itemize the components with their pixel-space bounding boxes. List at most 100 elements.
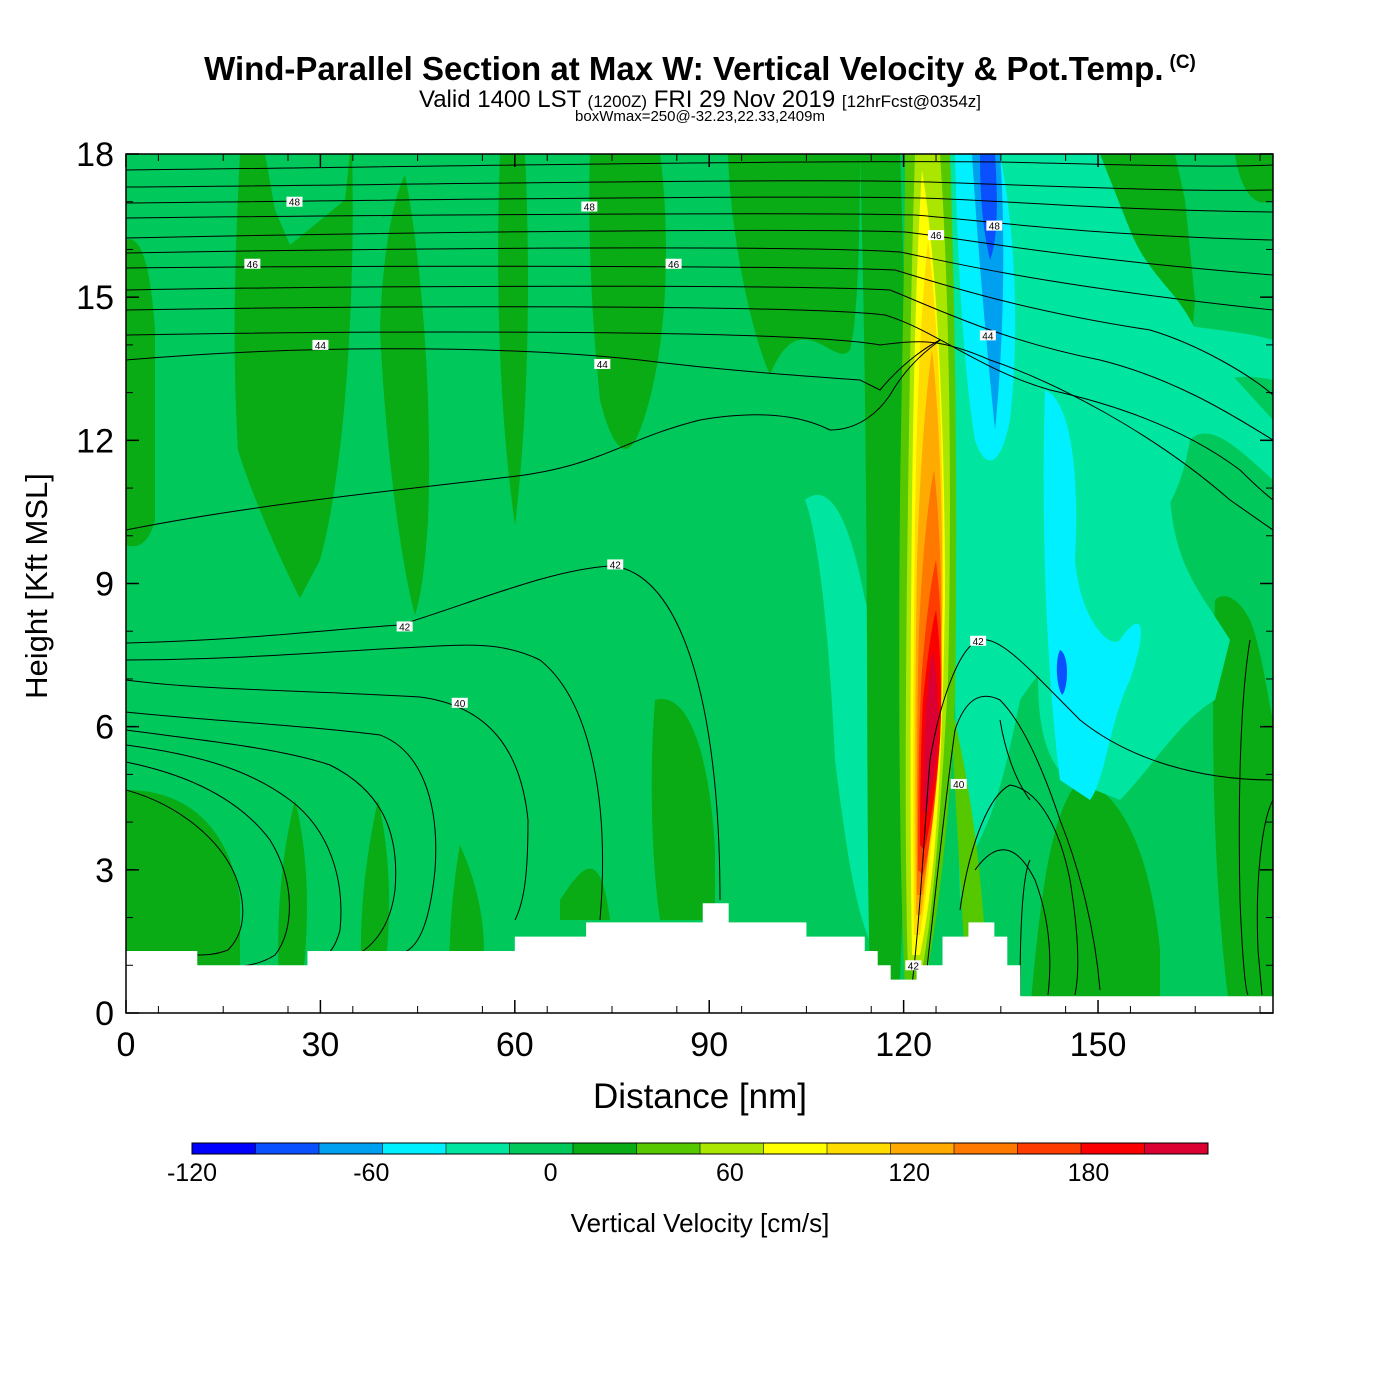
- contour-label-bg: [312, 339, 329, 350]
- colorbar-swatch: [1081, 1143, 1145, 1154]
- contour-label-bg: [905, 960, 922, 971]
- contour-label-bg: [665, 258, 682, 269]
- updraft-band: [1030, 780, 1160, 1013]
- chart-title: Wind-Parallel Section at Max W: Vertical…: [0, 50, 1400, 88]
- contour-label-text: 44: [315, 341, 327, 352]
- x-axis-label: Distance [nm]: [593, 1077, 807, 1116]
- contour-label-text: 48: [289, 198, 301, 209]
- contour-label-text: 48: [989, 222, 1001, 233]
- theta-contour-line: [1238, 639, 1251, 996]
- contour-label: 44: [312, 339, 329, 352]
- y-tick-label: 12: [76, 422, 114, 460]
- y-axis: 0 3 6 9 12 15 18: [76, 136, 1273, 1033]
- contour-label-text: 42: [610, 560, 622, 571]
- terrain: [126, 903, 1273, 1013]
- contour-label: 46: [928, 230, 945, 242]
- colorbar-tick-label: 0: [544, 1159, 558, 1187]
- velocity-field: [126, 154, 1273, 1013]
- x-tick-label: 60: [496, 1026, 534, 1064]
- chart-subtitle: Valid 1400 LST (1200Z) FRI 29 Nov 2019 […: [0, 86, 1400, 114]
- contour-label-text: 44: [982, 331, 994, 342]
- colorbar-tick-label: -120: [167, 1159, 217, 1187]
- contour-label: 42: [905, 960, 922, 972]
- colorbar-swatch: [700, 1143, 764, 1154]
- contour-label: 40: [451, 697, 468, 710]
- theta-contour-line: [126, 565, 721, 901]
- colorbar-swatch: [319, 1143, 383, 1154]
- theta-contour-line: [126, 180, 1273, 191]
- x-tick-label: 0: [117, 1026, 136, 1064]
- theta-contour-line: [126, 761, 290, 968]
- y-tick-label: 18: [76, 136, 114, 174]
- updraft-band: [728, 154, 860, 375]
- theta-contour-line: [126, 247, 1273, 311]
- contour-label-text: 46: [930, 231, 942, 242]
- colorbar-tick-label: 180: [1068, 1159, 1110, 1187]
- contour-label: 44: [979, 330, 996, 342]
- x-tick-label: 150: [1070, 1026, 1127, 1064]
- copyright-mark: (C): [1169, 52, 1196, 73]
- colorbar-label: Vertical Velocity [cm/s]: [571, 1208, 830, 1238]
- downdraft-band: [1043, 390, 1141, 800]
- colorbar-swatch: [954, 1143, 1018, 1154]
- updraft-contour: [923, 650, 938, 815]
- contour-label-bg: [396, 621, 413, 632]
- contour-label: 48: [581, 201, 598, 213]
- colorbar-tick-label: 60: [716, 1159, 744, 1187]
- theta-contour-line: [999, 719, 1031, 801]
- theta-contour-line: [974, 849, 1051, 996]
- downdraft-band: [1056, 650, 1067, 695]
- contour-label-bg: [594, 358, 611, 369]
- chart-subtitle-2: boxWmax=250@-32.23,22.33,2409m: [575, 108, 825, 125]
- theta-contours: [126, 161, 1273, 996]
- colorbar-swatch: [446, 1143, 510, 1154]
- contour-label-text: 48: [584, 202, 596, 213]
- theta-contour-line: [126, 229, 1273, 276]
- theta-contour-line: [126, 306, 1273, 501]
- contour-label: 42: [607, 559, 624, 571]
- colorbar-swatch: [382, 1143, 447, 1154]
- updraft-band: [1213, 596, 1273, 1013]
- contour-label-bg: [451, 697, 468, 708]
- colorbar-swatch: [636, 1143, 701, 1154]
- contour-label-bg: [950, 778, 967, 789]
- theta-contour-line: [126, 644, 603, 921]
- contour-label-text: 46: [668, 260, 680, 271]
- contour-label-bg: [286, 196, 303, 207]
- colorbar-swatch: [509, 1143, 574, 1154]
- theta-contour-line: [126, 744, 342, 966]
- downdraft-band: [980, 154, 997, 260]
- colorbar-swatch: [255, 1143, 320, 1154]
- y-tick-label: 6: [95, 709, 114, 747]
- theta-contour-line: [126, 213, 1273, 241]
- updraft-band: [860, 154, 910, 980]
- updraft-band: [278, 800, 307, 1000]
- theta-contour-line: [126, 161, 1273, 171]
- theta-contour-line: [126, 789, 244, 956]
- subtitle-forecast: [12hrFcst@0354z]: [841, 92, 982, 111]
- contour-label: 46: [244, 258, 261, 271]
- contour-label-bg: [928, 230, 945, 241]
- colorbar-swatch: [1017, 1143, 1082, 1154]
- contour-label-bg: [979, 330, 996, 341]
- contour-label-bg: [607, 559, 624, 570]
- updraft-band: [126, 239, 155, 547]
- contour-label: 44: [594, 358, 611, 371]
- contour-label-text: 40: [454, 699, 466, 710]
- updraft-plume: [899, 154, 957, 985]
- contour-label-text: 44: [597, 360, 609, 371]
- contour-label: 40: [950, 778, 967, 791]
- colorbar: -120 -60 0 60 120 180: [167, 1142, 1209, 1187]
- contour-label: 48: [286, 196, 303, 209]
- contour-label-bg: [970, 635, 987, 646]
- theta-contour-line: [126, 265, 1273, 396]
- x-tick-label: 90: [690, 1026, 728, 1064]
- contour-label: 42: [396, 621, 413, 633]
- updraft-band: [234, 154, 353, 598]
- colorbar-tick-label: -60: [353, 1159, 389, 1187]
- updraft-band: [560, 868, 610, 920]
- theta-contour-line: [959, 784, 1079, 996]
- theta-contour-line: [126, 339, 941, 531]
- colorbar-swatch: [192, 1143, 256, 1154]
